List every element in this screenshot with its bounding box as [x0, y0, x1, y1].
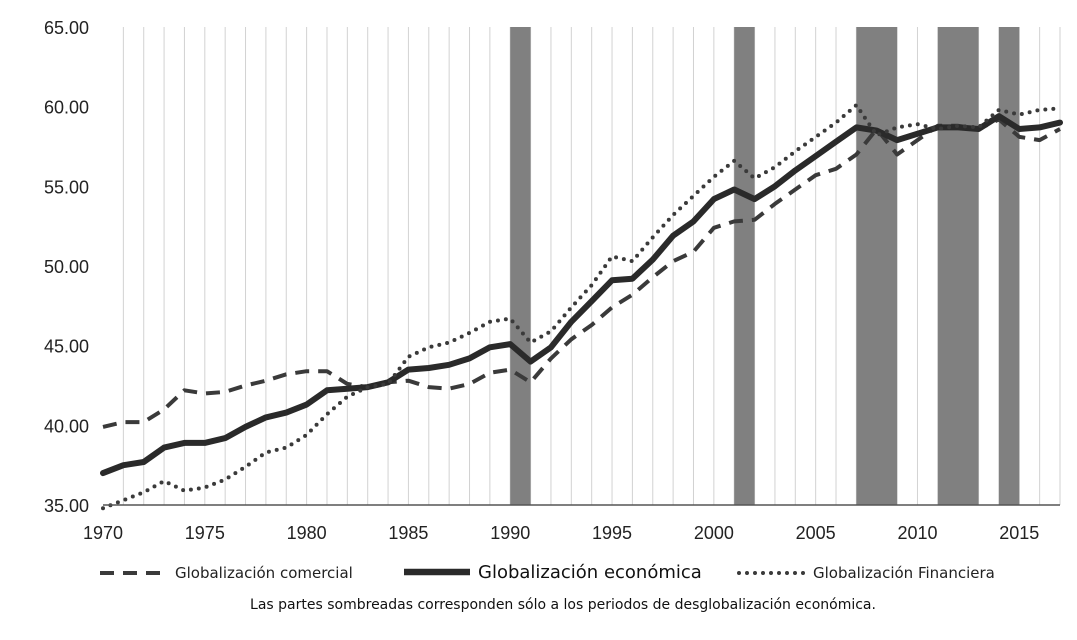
shaded-period	[856, 27, 898, 505]
series-line-comercial	[102, 117, 1061, 429]
x-axis-ticks: 1970 1975 1980 1985 1990 1995 2000 2005 2010 2015	[83, 523, 1039, 543]
chart-note: Las partes sombreadas corresponden sólo …	[250, 597, 876, 613]
shaded-period	[998, 27, 1020, 505]
y-tick-label: 55.00	[44, 177, 89, 197]
x-tick-label: 1990	[490, 523, 530, 543]
x-tick-label: 1985	[388, 523, 428, 543]
y-tick-label: 45.00	[44, 337, 89, 357]
x-tick-label: 1975	[185, 523, 225, 543]
shaded-period	[734, 27, 755, 505]
y-tick-label: 50.00	[44, 257, 89, 277]
x-tick-label: 2015	[999, 523, 1039, 543]
y-axis-ticks: 35.00 40.00 45.00 50.00 55.00 60.00 65.00	[44, 18, 89, 516]
x-tick-label: 2000	[694, 523, 734, 543]
legend-label-financiera: Globalización Financiera	[813, 564, 995, 582]
x-tick-label: 1995	[592, 523, 632, 543]
series-line-economica	[100, 113, 1063, 477]
legend-label-comercial: Globalización comercial	[175, 564, 353, 582]
gridlines	[122, 27, 1061, 505]
series-lines	[100, 103, 1063, 511]
series-line-financiera	[101, 103, 1062, 511]
shaded-period	[510, 27, 531, 505]
y-tick-label: 65.00	[44, 18, 89, 38]
x-tick-label: 1970	[83, 523, 123, 543]
shaded-period	[937, 27, 979, 505]
x-tick-label: 2005	[796, 523, 836, 543]
y-tick-label: 40.00	[44, 416, 89, 436]
y-tick-label: 35.00	[44, 496, 89, 516]
x-tick-label: 2010	[897, 523, 937, 543]
legend-label-economica: Globalización económica	[478, 562, 702, 583]
y-tick-label: 60.00	[44, 98, 89, 118]
x-tick-label: 1980	[287, 523, 327, 543]
shaded-periods	[510, 27, 1020, 505]
legend: Globalización comercial Globalización ec…	[100, 562, 995, 583]
